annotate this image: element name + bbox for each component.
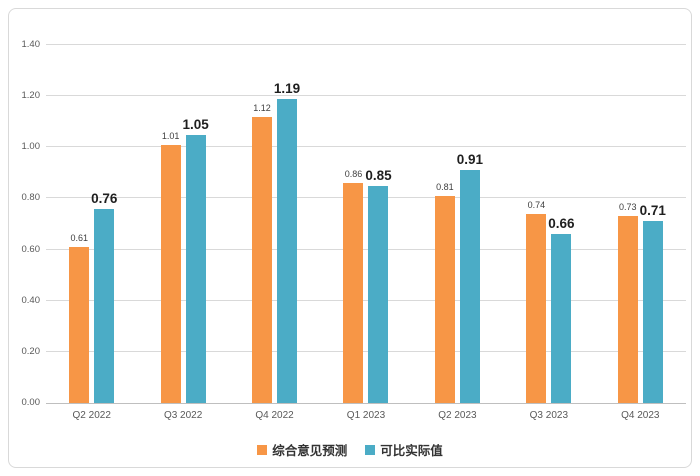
- bar-group-q4-2022: 1.12 1.19: [229, 45, 320, 403]
- y-axis-tick-label: 0.00: [21, 397, 41, 408]
- y-axis-tick-label: 0.60: [21, 243, 41, 255]
- bar-column: 0.91: [456, 45, 484, 403]
- bar-column: 0.66: [548, 45, 575, 403]
- value-label-actual: 1.19: [273, 80, 301, 96]
- y-axis-tick-label: 0.40: [21, 294, 41, 306]
- bar-column: 0.74: [526, 45, 547, 403]
- y-axis-tick-label: 1.20: [21, 90, 41, 102]
- x-axis-line: [46, 403, 686, 404]
- value-label-actual: 0.66: [548, 216, 575, 232]
- bar-column: 0.86: [343, 45, 364, 403]
- gridline: [46, 44, 686, 45]
- y-axis-tick-label: 0.20: [21, 345, 41, 357]
- gridline: [46, 248, 686, 250]
- x-axis-tick-label: Q4 2022: [255, 410, 294, 421]
- y-axis-tick-label: 0.80: [21, 192, 41, 204]
- bar-forecast: [252, 116, 273, 403]
- bar-actual: [368, 185, 389, 403]
- bar-forecast: [160, 144, 181, 403]
- value-label-forecast: 0.61: [70, 233, 88, 244]
- bar-column: 0.76: [91, 45, 118, 403]
- x-axis-tick-label: Q3 2023: [529, 410, 569, 421]
- legend-swatch-actual-icon: [365, 444, 376, 455]
- legend-label-forecast: 综合意见预测: [272, 444, 348, 458]
- value-label-forecast: 0.81: [436, 181, 454, 192]
- bar-actual: [185, 134, 206, 403]
- bar-column: 0.81: [434, 45, 455, 403]
- gridline: [46, 197, 686, 199]
- value-label-forecast: 0.86: [344, 169, 363, 180]
- gridline: [46, 95, 686, 97]
- bar-group-q1-2023: 0.86 0.85: [320, 45, 411, 403]
- gridline: [46, 350, 686, 352]
- x-axis-tick-label: Q3 2022: [163, 410, 203, 421]
- x-axis-tick-label: Q2 2022: [72, 410, 111, 421]
- bar-column: 0.73: [617, 45, 638, 403]
- legend: 综合意见预测 可比实际值: [0, 440, 700, 459]
- bar-group-q2-2022: 0.61 0.76: [46, 45, 137, 403]
- plot-area: 0.61 0.76 1.01 1.05 1.12 1.19 0.86 0.85 0.81 0.91…: [46, 44, 686, 404]
- bar-group-q2-2023: 0.81 0.91: [412, 45, 503, 403]
- legend-swatch-forecast-icon: [257, 444, 268, 455]
- bar-group-q4-2023: 0.73 0.71: [595, 45, 686, 403]
- legend-item-forecast: 综合意见预测: [257, 440, 347, 459]
- bar-column: 1.05: [182, 45, 209, 403]
- value-label-forecast: 0.74: [527, 199, 546, 210]
- bar-forecast: [69, 247, 90, 403]
- value-label-forecast: 1.01: [161, 130, 180, 141]
- bar-column: 0.71: [639, 45, 666, 403]
- y-axis-tick-label: 1.40: [21, 39, 41, 50]
- bar-column: 0.85: [365, 45, 392, 403]
- value-label-forecast: 1.12: [253, 102, 271, 113]
- bar-actual: [459, 170, 480, 403]
- legend-item-actual: 可比实际值: [365, 440, 443, 459]
- bar-actual: [94, 208, 115, 403]
- bar-group-q3-2022: 1.01 1.05: [137, 45, 228, 403]
- bar-actual: [277, 98, 298, 403]
- x-axis-tick-label: Q1 2023: [346, 410, 386, 421]
- gridline: [46, 146, 686, 148]
- x-axis: Q2 2022 Q3 2022 Q4 2022 Q1 2023 Q2 2023 Q3 20…: [46, 410, 686, 426]
- bar-actual: [642, 221, 663, 403]
- x-axis-tick-label: Q4 2023: [621, 410, 660, 421]
- bar-column: 1.12: [252, 45, 273, 403]
- value-label-actual: 0.76: [91, 190, 118, 206]
- bar-column: 0.61: [69, 45, 90, 403]
- bar-forecast: [617, 216, 638, 403]
- legend-label-actual: 可比实际值: [380, 444, 443, 458]
- bar-group-q3-2023: 0.74 0.66: [503, 45, 594, 403]
- y-axis: 0.00 0.20 0.40 0.60 0.80 1.00 1.20 1.40: [12, 39, 41, 408]
- bar-column: 1.01: [160, 45, 181, 403]
- gridline: [46, 299, 686, 301]
- value-label-actual: 0.71: [639, 203, 666, 219]
- bar-forecast: [434, 195, 455, 403]
- value-label-actual: 0.91: [456, 152, 484, 168]
- bar-actual: [551, 234, 572, 403]
- y-axis-tick-label: 1.00: [21, 141, 41, 153]
- bar-forecast: [343, 183, 364, 403]
- bar-forecast: [526, 213, 547, 403]
- x-axis-tick-label: Q2 2023: [438, 410, 477, 421]
- value-label-actual: 0.85: [365, 167, 392, 183]
- value-label-actual: 1.05: [182, 116, 209, 132]
- value-label-forecast: 0.73: [619, 202, 637, 213]
- bar-column: 1.19: [273, 45, 301, 403]
